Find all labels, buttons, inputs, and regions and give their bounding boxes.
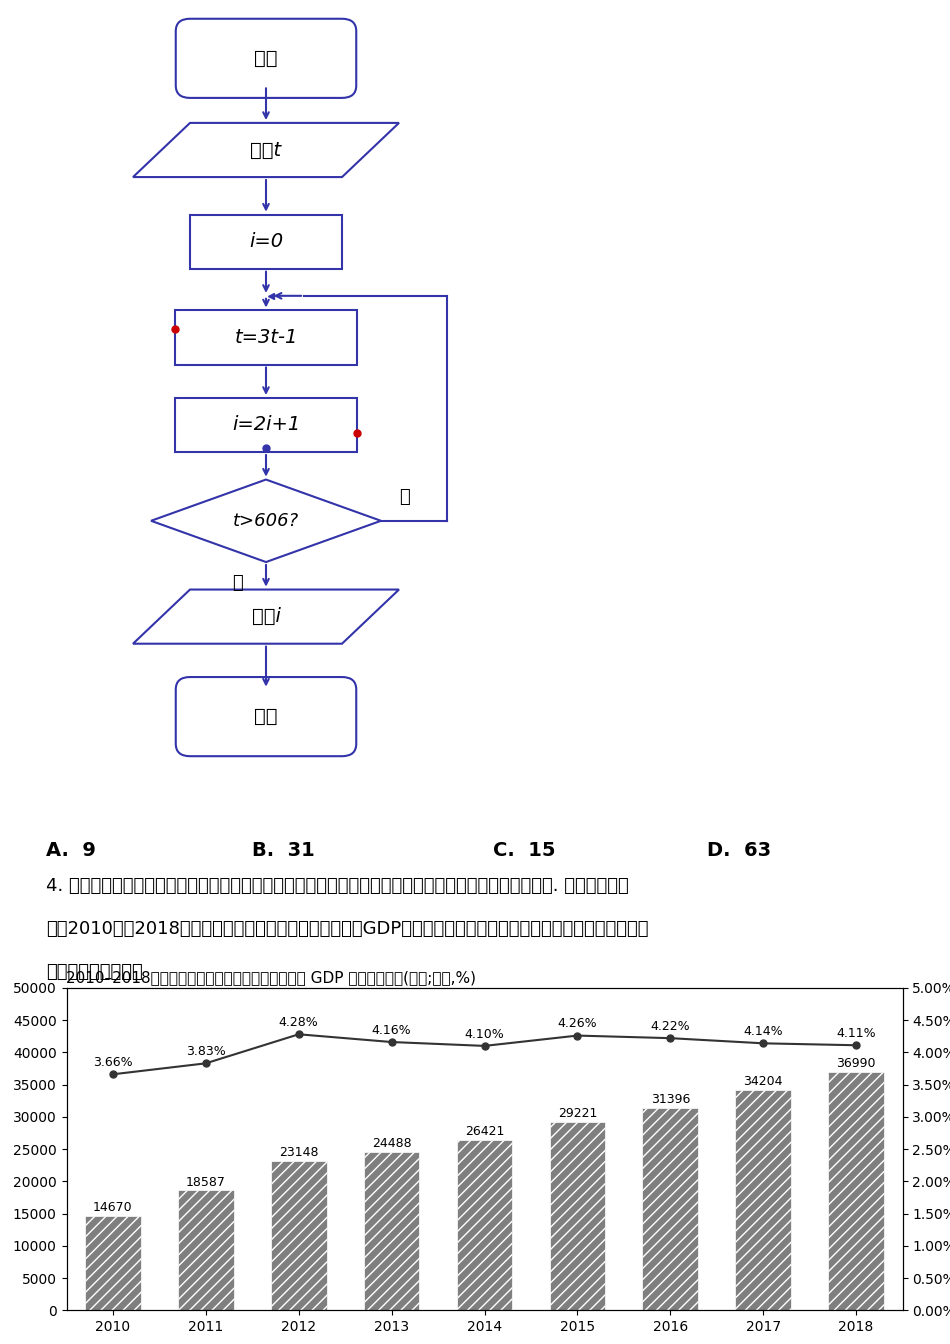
Text: 14670: 14670	[93, 1200, 133, 1214]
Text: B.  31: B. 31	[252, 841, 314, 860]
Text: 26421: 26421	[465, 1125, 504, 1138]
Text: i=0: i=0	[249, 233, 283, 251]
Bar	[175, 398, 357, 452]
FancyBboxPatch shape	[176, 677, 356, 757]
Bar	[271, 1161, 327, 1310]
Text: 24488: 24488	[371, 1137, 411, 1150]
Text: C.  15: C. 15	[493, 841, 556, 860]
Bar	[190, 215, 342, 269]
Text: 输出i: 输出i	[252, 607, 280, 626]
Text: 4.11%: 4.11%	[836, 1027, 876, 1040]
Text: D.  63: D. 63	[707, 841, 771, 860]
Text: 36990: 36990	[836, 1056, 876, 1070]
Text: t>606?: t>606?	[233, 512, 299, 530]
Polygon shape	[133, 590, 399, 644]
Bar	[364, 1152, 420, 1310]
Text: 结束: 结束	[255, 707, 277, 726]
Text: 2010–2018年国家财政性教育经费投入情况及其在 GDP 中的占比情况(单位;亿元,%): 2010–2018年国家财政性教育经费投入情况及其在 GDP 中的占比情况(单位…	[66, 970, 477, 985]
Text: 叙述错误的是（　）: 叙述错误的是（ ）	[47, 964, 143, 981]
Text: 开始: 开始	[255, 48, 277, 67]
Text: 34204: 34204	[744, 1075, 783, 1087]
Text: 31396: 31396	[651, 1093, 690, 1106]
Bar	[178, 1191, 234, 1310]
Text: 18587: 18587	[186, 1176, 226, 1188]
Bar	[175, 310, 357, 364]
Text: t=3t-1: t=3t-1	[235, 328, 297, 347]
Text: 是: 是	[232, 574, 243, 591]
Text: 29221: 29221	[558, 1107, 598, 1120]
Text: 4. 国务院发布《关于进一步调整优化结构、提高教育经费使用效益的意见》中提出，要优先落实教育投入. 某研究机构统: 4. 国务院发布《关于进一步调整优化结构、提高教育经费使用效益的意见》中提出，要…	[47, 876, 629, 895]
Text: 计了2010年至2018年国家财政性教育经费投入情况及其在GDP中的占比数据，并将其绘制成下表，由下表可知下列: 计了2010年至2018年国家财政性教育经费投入情况及其在GDP中的占比数据，并…	[47, 919, 649, 938]
Text: 4.28%: 4.28%	[279, 1016, 318, 1030]
Bar	[828, 1071, 884, 1310]
Text: 23148: 23148	[279, 1146, 318, 1159]
FancyBboxPatch shape	[176, 19, 356, 98]
Text: 3.66%: 3.66%	[93, 1056, 133, 1068]
Bar	[457, 1140, 512, 1310]
Bar	[642, 1107, 698, 1310]
Bar	[735, 1090, 791, 1310]
Bar	[549, 1122, 605, 1310]
Text: 4.14%: 4.14%	[743, 1025, 783, 1038]
Text: 输入t: 输入t	[251, 141, 281, 160]
Text: 4.16%: 4.16%	[371, 1024, 411, 1036]
Text: 4.22%: 4.22%	[651, 1020, 690, 1034]
Text: i=2i+1: i=2i+1	[232, 415, 300, 434]
Bar	[86, 1216, 141, 1310]
Polygon shape	[133, 122, 399, 177]
Text: 3.83%: 3.83%	[186, 1046, 226, 1058]
Text: 否: 否	[399, 488, 410, 507]
Text: 4.10%: 4.10%	[465, 1028, 504, 1040]
Text: A.  9: A. 9	[47, 841, 96, 860]
Text: 4.26%: 4.26%	[558, 1017, 598, 1031]
Polygon shape	[151, 480, 381, 562]
